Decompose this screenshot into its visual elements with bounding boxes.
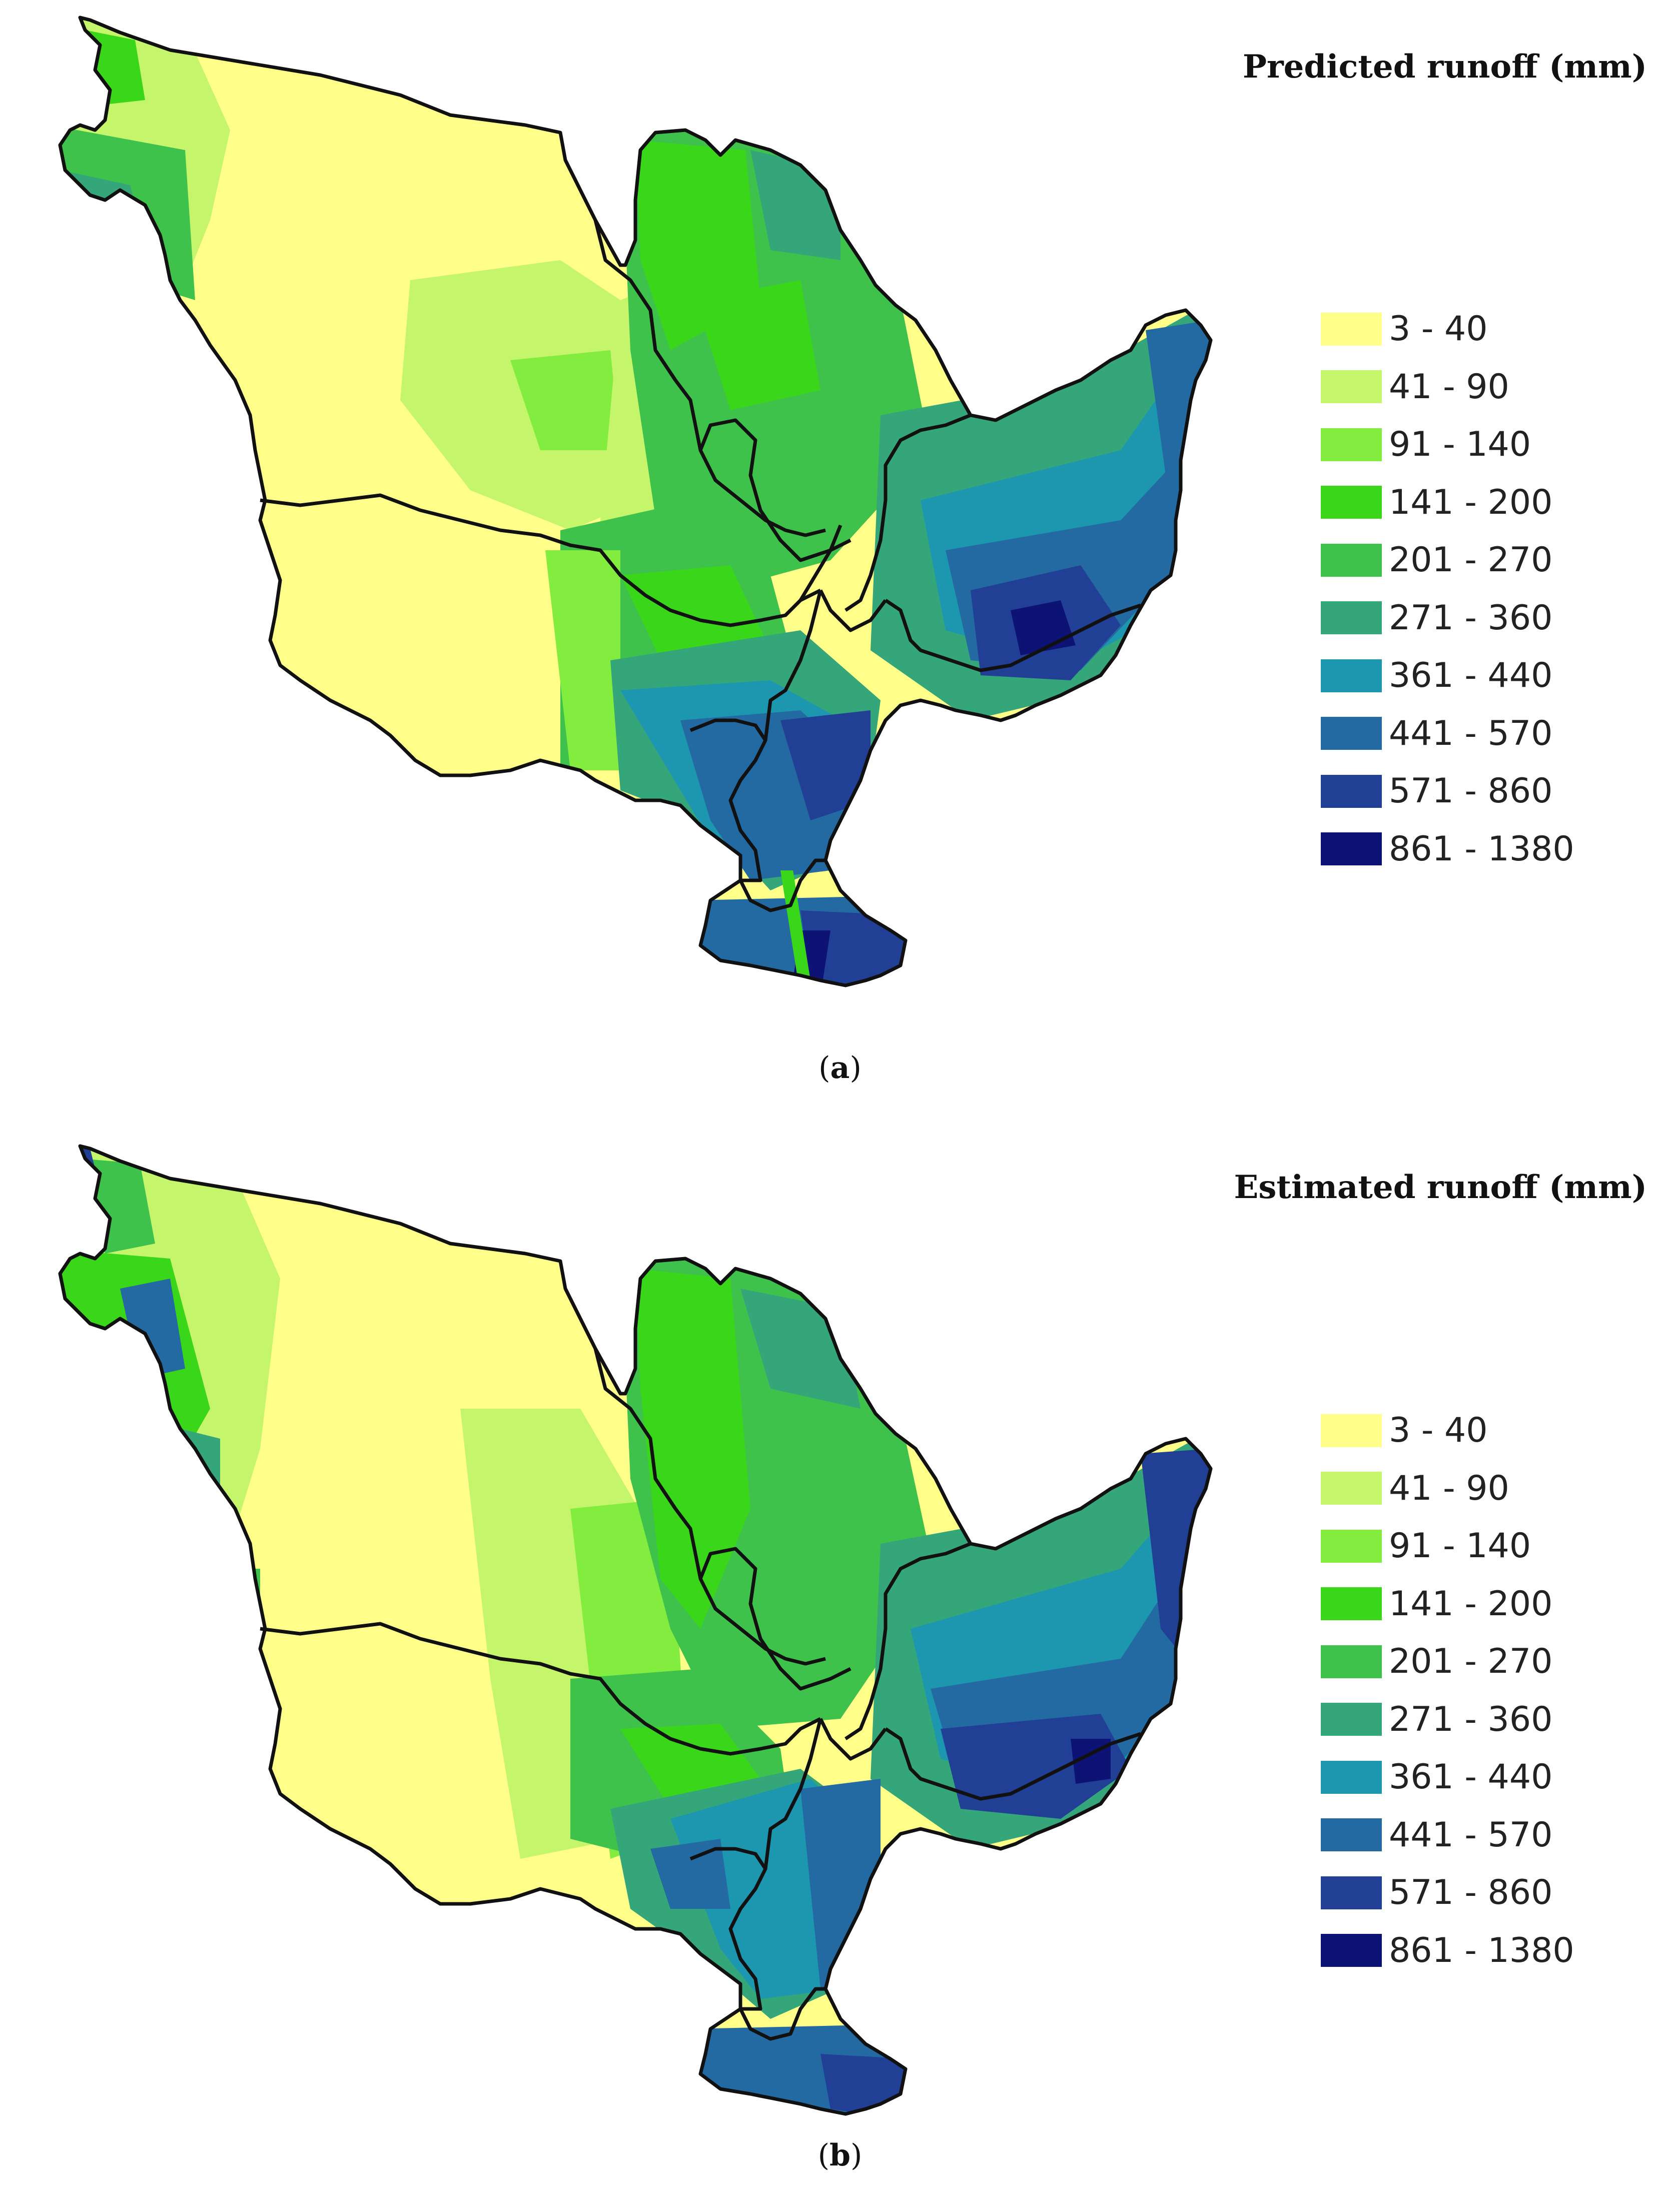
caption-open: ( xyxy=(817,2138,830,2173)
legend-swatch xyxy=(1321,370,1382,404)
legend-swatch xyxy=(1321,428,1382,461)
legend-label: 141 - 200 xyxy=(1389,482,1553,522)
legend-swatch xyxy=(1321,832,1382,866)
legend-label: 861 - 1380 xyxy=(1389,1930,1574,1970)
legend-label: 3 - 40 xyxy=(1389,309,1488,349)
legend-label: 861 - 1380 xyxy=(1389,829,1574,869)
legend-item: 141 - 200 xyxy=(1321,474,1574,532)
legend-label: 201 - 270 xyxy=(1389,1642,1553,1682)
legend-item: 141 - 200 xyxy=(1321,1575,1574,1633)
legend-swatch xyxy=(1321,659,1382,692)
caption-close: ) xyxy=(850,1050,862,1085)
caption-b: (b) xyxy=(0,2138,1680,2173)
legend-swatch xyxy=(1321,1645,1382,1678)
legend-label: 361 - 440 xyxy=(1389,656,1553,696)
legend-swatch xyxy=(1321,1818,1382,1852)
legend-item: 571 - 860 xyxy=(1321,762,1574,820)
legend-swatch xyxy=(1321,1876,1382,1909)
caption-open: ( xyxy=(818,1050,830,1085)
legend-item: 41 - 90 xyxy=(1321,1460,1574,1518)
legend-swatch xyxy=(1321,601,1382,635)
legend-swatch xyxy=(1321,717,1382,750)
legend-item: 441 - 570 xyxy=(1321,705,1574,763)
legend-label: 41 - 90 xyxy=(1389,367,1509,407)
legend-item: 271 - 360 xyxy=(1321,1691,1574,1749)
caption-a: (a) xyxy=(0,1050,1680,1085)
legend-swatch xyxy=(1321,312,1382,346)
legend-item: 361 - 440 xyxy=(1321,1748,1574,1806)
legend-label: 361 - 440 xyxy=(1389,1757,1553,1797)
legend-label: 91 - 140 xyxy=(1389,425,1531,465)
runoff-map-estimated xyxy=(58,1144,1213,2116)
legend-label: 3 - 40 xyxy=(1389,1411,1488,1451)
legend-item: 91 - 140 xyxy=(1321,1517,1574,1575)
legend-label: 271 - 360 xyxy=(1389,1699,1553,1739)
legend-swatch xyxy=(1321,1414,1382,1447)
legend-estimated: 3 - 40 41 - 90 91 - 140 141 - 200 201 - … xyxy=(1321,1402,1574,1979)
legend-item: 441 - 570 xyxy=(1321,1806,1574,1864)
legend-label: 201 - 270 xyxy=(1389,540,1553,580)
legend-label: 441 - 570 xyxy=(1389,713,1553,753)
legend-title-predicted: Predicted runoff (mm) xyxy=(1242,48,1647,86)
legend-swatch xyxy=(1321,1529,1382,1563)
panel-a: Predicted runoff (mm) 3 - 40 41 - 90 91 … xyxy=(0,0,1680,1098)
runoff-map-predicted xyxy=(58,16,1213,987)
legend-title-estimated: Estimated runoff (mm) xyxy=(1234,1169,1647,1206)
legend-item: 571 - 860 xyxy=(1321,1864,1574,1922)
legend-item: 91 - 140 xyxy=(1321,416,1574,474)
legend-item: 3 - 40 xyxy=(1321,1402,1574,1460)
legend-predicted: 3 - 40 41 - 90 91 - 140 141 - 200 201 - … xyxy=(1321,300,1574,878)
legend-item: 271 - 360 xyxy=(1321,589,1574,647)
legend-swatch xyxy=(1321,1472,1382,1505)
panel-b: Estimated runoff (mm) 3 - 40 41 - 90 91 … xyxy=(0,1098,1680,2197)
legend-swatch xyxy=(1321,1934,1382,1967)
legend-swatch xyxy=(1321,1760,1382,1794)
legend-label: 41 - 90 xyxy=(1389,1468,1509,1508)
legend-item: 41 - 90 xyxy=(1321,358,1574,416)
legend-label: 141 - 200 xyxy=(1389,1584,1553,1624)
legend-item: 201 - 270 xyxy=(1321,1633,1574,1691)
legend-label: 91 - 140 xyxy=(1389,1526,1531,1566)
legend-label: 571 - 860 xyxy=(1389,1873,1553,1913)
legend-label: 571 - 860 xyxy=(1389,771,1553,811)
caption-letter: b xyxy=(829,2138,851,2173)
legend-item: 861 - 1380 xyxy=(1321,1922,1574,1980)
legend-swatch xyxy=(1321,543,1382,577)
legend-label: 271 - 360 xyxy=(1389,598,1553,638)
legend-swatch xyxy=(1321,1587,1382,1621)
legend-item: 3 - 40 xyxy=(1321,300,1574,358)
legend-item: 861 - 1380 xyxy=(1321,820,1574,878)
legend-swatch xyxy=(1321,486,1382,519)
legend-item: 201 - 270 xyxy=(1321,531,1574,589)
legend-item: 361 - 440 xyxy=(1321,647,1574,705)
caption-letter: a xyxy=(830,1050,850,1085)
caption-close: ) xyxy=(850,2138,863,2173)
legend-swatch xyxy=(1321,1703,1382,1736)
legend-swatch xyxy=(1321,774,1382,808)
legend-label: 441 - 570 xyxy=(1389,1815,1553,1855)
